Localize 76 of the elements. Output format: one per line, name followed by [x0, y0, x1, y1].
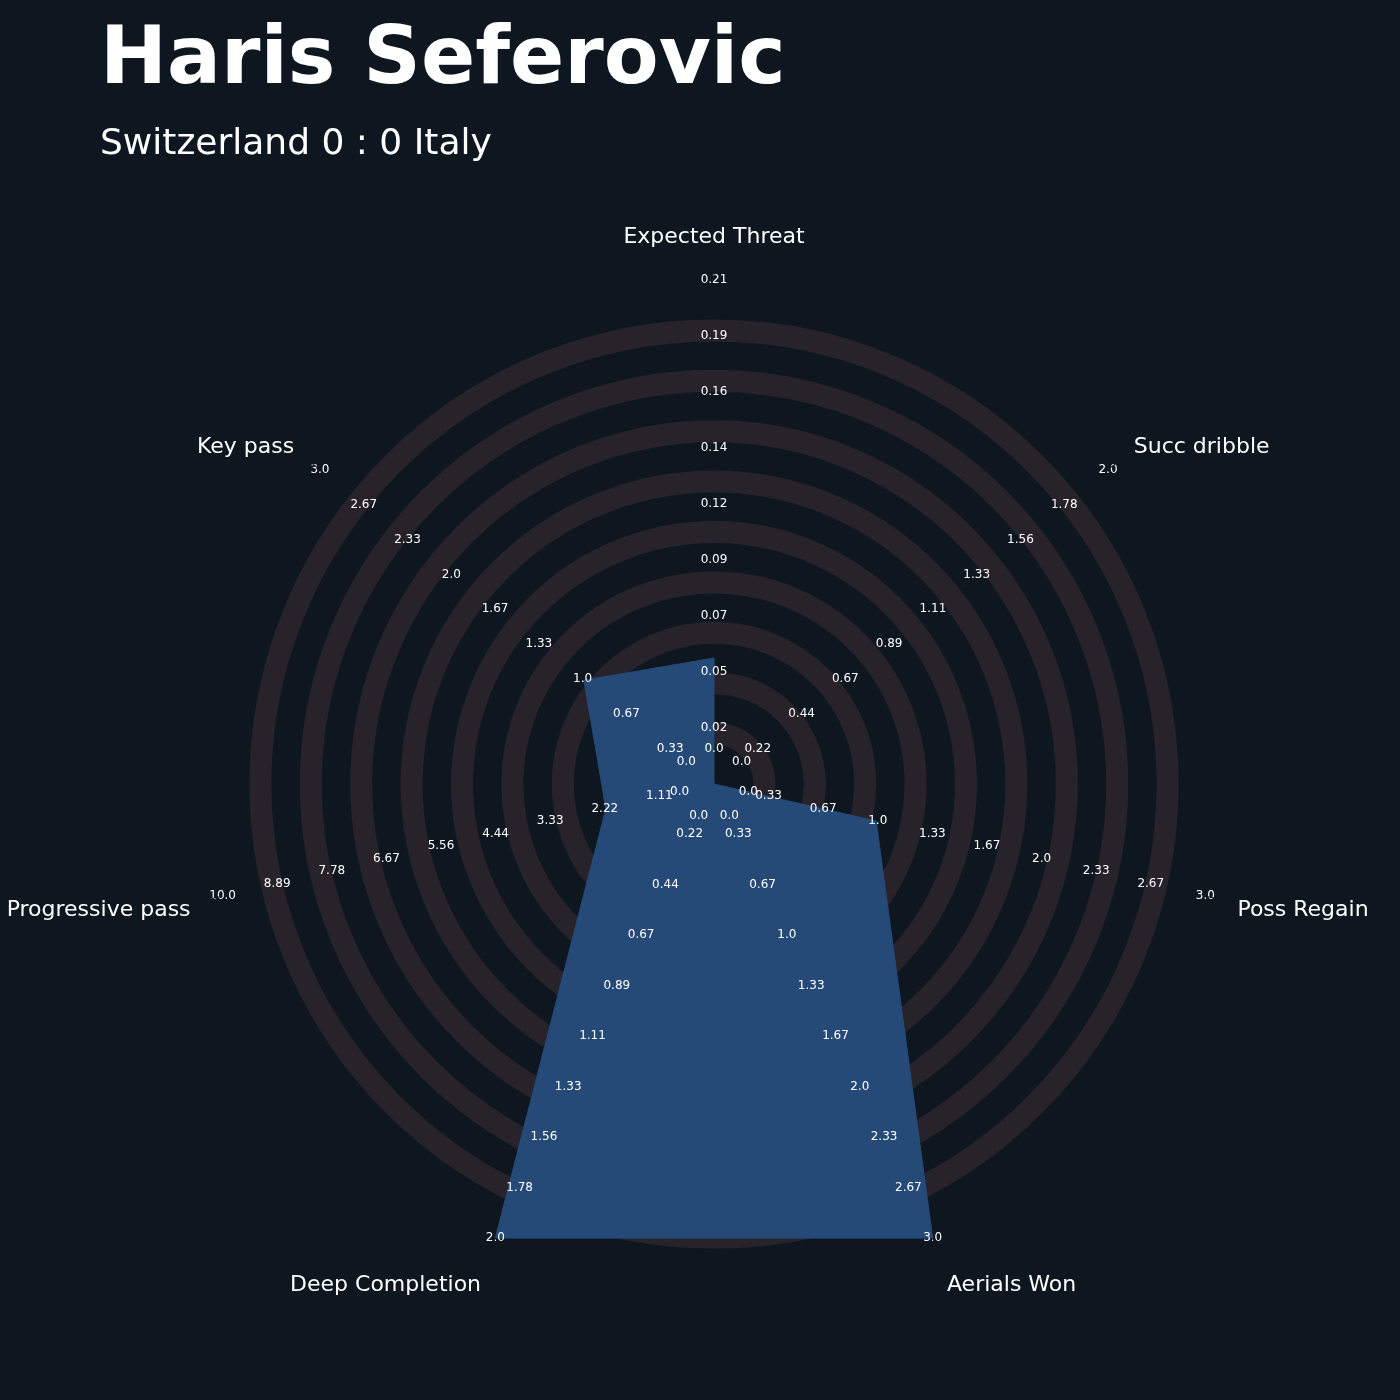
- text: 8.89: [263, 875, 291, 890]
- text: 3.0: [310, 461, 330, 476]
- spoke-label: Deep Completion: [290, 1270, 482, 1296]
- text: 0.09: [700, 552, 728, 566]
- spoke-label: Poss Regain: [1237, 895, 1369, 921]
- text: 1.33: [963, 566, 991, 581]
- text: 0.0: [704, 740, 724, 755]
- text: 1.78: [1050, 496, 1078, 511]
- text: 0.16: [700, 384, 728, 398]
- text: 0.22: [744, 741, 772, 756]
- text: 10.0: [209, 888, 236, 903]
- text: 3.0: [923, 1230, 943, 1245]
- spoke-label: Progressive pass: [6, 895, 191, 921]
- text: 2.0: [850, 1078, 870, 1093]
- text: 3.33: [536, 813, 564, 828]
- text: 0.89: [875, 636, 903, 651]
- text: 2.67: [895, 1179, 922, 1194]
- chart-title: Haris Seferovic: [100, 9, 786, 102]
- text: 0.12: [700, 496, 728, 510]
- text: 6.67: [373, 850, 400, 865]
- text: 0.19: [700, 328, 728, 342]
- text: 1.56: [530, 1129, 558, 1144]
- text: 1.0: [868, 813, 888, 828]
- text: 0.67: [831, 671, 859, 686]
- text: 2.0: [1098, 461, 1118, 476]
- text: 0.33: [656, 741, 684, 756]
- text: 1.56: [1007, 531, 1034, 546]
- text: 1.67: [973, 838, 1001, 853]
- text: 2.22: [591, 800, 619, 815]
- spoke-label: Expected Threat: [623, 222, 805, 248]
- text: 0.0: [670, 783, 690, 798]
- text: 0.22: [676, 826, 704, 841]
- text: 0.89: [603, 977, 631, 992]
- text: 2.67: [350, 496, 378, 511]
- text: 1.0: [777, 927, 797, 942]
- text: 1.33: [525, 636, 553, 651]
- text: 1.33: [554, 1078, 582, 1093]
- text: 0.05: [700, 664, 728, 678]
- text: 2.0: [485, 1230, 505, 1245]
- text: 0.67: [809, 800, 837, 815]
- text: 2.67: [1137, 875, 1165, 890]
- text: 3.0: [1195, 888, 1215, 903]
- text: 0.44: [652, 876, 679, 891]
- text: 2.0: [1032, 850, 1052, 865]
- text: 2.0: [441, 566, 461, 581]
- spoke-label: Aerials Won: [946, 1270, 1077, 1296]
- text: 0.02: [700, 720, 728, 734]
- text: 0.0: [732, 754, 752, 768]
- text: 1.78: [506, 1179, 533, 1194]
- text: 0.0: [676, 754, 696, 768]
- text: 1.67: [822, 1028, 849, 1043]
- text: 7.78: [318, 863, 346, 878]
- text: 0.67: [613, 706, 640, 721]
- text: 5.56: [427, 838, 455, 853]
- text: 0.44: [788, 706, 815, 721]
- spoke-label: Succ dribble: [1133, 432, 1270, 458]
- text: 4.44: [482, 825, 509, 840]
- text: 0.67: [749, 876, 776, 891]
- text: 0.33: [724, 826, 752, 841]
- text: 1.11: [919, 601, 947, 616]
- text: 0.67: [627, 927, 655, 942]
- text: 1.0: [573, 671, 593, 686]
- text: 2.33: [394, 531, 421, 546]
- text: 2.33: [870, 1129, 898, 1144]
- text: 0.14: [700, 440, 728, 454]
- text: 0.0: [689, 807, 709, 822]
- text: 1.33: [797, 977, 825, 992]
- text: 0.07: [700, 608, 728, 622]
- chart-subtitle: Switzerland 0 : 0 Italy: [100, 121, 492, 162]
- text: 2.33: [1082, 863, 1110, 878]
- text: 1.11: [579, 1028, 606, 1043]
- text: 1.67: [481, 601, 509, 616]
- text: 0.21: [700, 272, 728, 286]
- text: 0.0: [719, 807, 739, 822]
- text: 1.33: [919, 825, 946, 840]
- spoke-label: Key pass: [196, 432, 295, 458]
